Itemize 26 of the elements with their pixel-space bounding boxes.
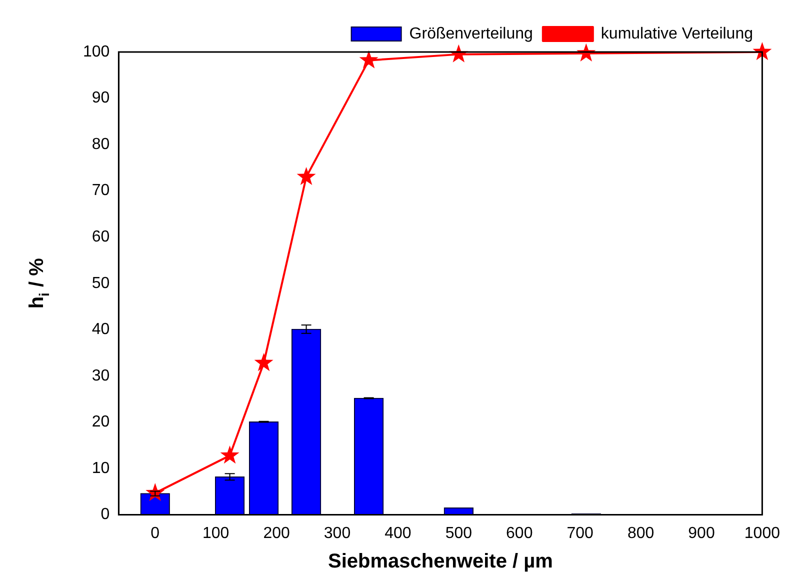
y-tick-label: 30 <box>92 367 110 384</box>
x-tick-label: 400 <box>384 524 412 542</box>
x-tick-label: 0 <box>150 524 160 542</box>
x-tick-label: 600 <box>506 524 533 542</box>
x-tick-label: 800 <box>627 524 654 542</box>
y-tick-label: 50 <box>92 274 110 292</box>
x-tick-label: 1000 <box>744 524 780 542</box>
x-tick-label: 700 <box>566 524 594 542</box>
y-tick-label: 60 <box>92 228 110 246</box>
x-tick-label: 200 <box>263 524 290 542</box>
legend-label: kumulative Verteilung <box>600 25 754 42</box>
x-tick-label: 900 <box>688 524 715 542</box>
x-tick-label: 300 <box>324 524 351 542</box>
y-tick-label: 100 <box>82 43 110 60</box>
y-tick-label: 40 <box>92 321 110 338</box>
y-tick-label: 70 <box>92 182 110 200</box>
y-tick-label: 10 <box>92 460 110 477</box>
x-axis-title: Siebmaschenweite / µm <box>328 550 553 573</box>
x-tick-label: 500 <box>445 524 472 542</box>
y-tick-label: 80 <box>92 136 110 153</box>
y-tick-label: 90 <box>92 90 110 107</box>
y-tick-label: 0 <box>100 506 110 524</box>
x-tick-label: 100 <box>202 524 230 542</box>
y-axis-title: hi / % <box>26 258 52 309</box>
legend-label: Größenverteilung <box>409 25 533 42</box>
y-tick-label: 20 <box>92 414 110 431</box>
